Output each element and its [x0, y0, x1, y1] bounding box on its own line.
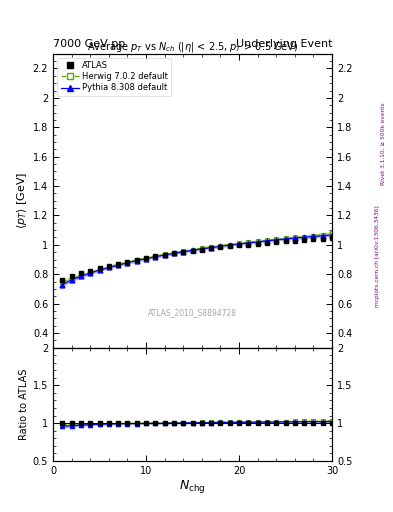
- Text: 7000 GeV pp: 7000 GeV pp: [53, 38, 125, 49]
- Text: mcplots.cern.ch [arXiv:1306.3436]: mcplots.cern.ch [arXiv:1306.3436]: [375, 205, 380, 307]
- Text: Rivet 3.1.10, ≥ 500k events: Rivet 3.1.10, ≥ 500k events: [381, 102, 386, 185]
- Legend: ATLAS, Herwig 7.0.2 default, Pythia 8.308 default: ATLAS, Herwig 7.0.2 default, Pythia 8.30…: [57, 58, 171, 96]
- Y-axis label: $\langle p_T \rangle$ [GeV]: $\langle p_T \rangle$ [GeV]: [15, 172, 29, 229]
- Text: ATLAS_2010_S8894728: ATLAS_2010_S8894728: [148, 308, 237, 317]
- Title: Average $p_T$ vs $N_{ch}$ ($|\eta|$ < 2.5, $p_T$ > 0.5 GeV): Average $p_T$ vs $N_{ch}$ ($|\eta|$ < 2.…: [87, 40, 298, 54]
- X-axis label: $N_{\rm chg}$: $N_{\rm chg}$: [179, 478, 206, 496]
- Text: Underlying Event: Underlying Event: [235, 38, 332, 49]
- Y-axis label: Ratio to ATLAS: Ratio to ATLAS: [18, 369, 29, 440]
